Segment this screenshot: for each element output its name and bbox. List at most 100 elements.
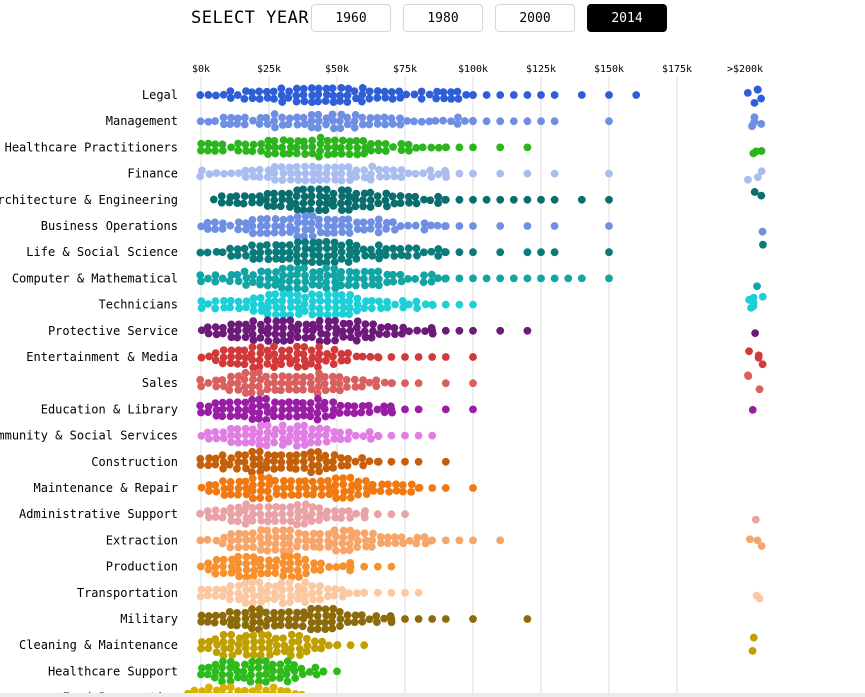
data-point bbox=[337, 169, 346, 178]
data-point bbox=[249, 116, 257, 125]
data-point bbox=[234, 405, 243, 414]
data-point bbox=[197, 382, 206, 391]
data-point bbox=[255, 356, 264, 365]
data-point bbox=[204, 513, 213, 522]
data-point bbox=[330, 428, 339, 436]
data-point bbox=[405, 300, 413, 309]
data-point bbox=[240, 120, 249, 129]
data-point bbox=[330, 539, 339, 548]
data-point bbox=[368, 162, 377, 171]
category-label: Maintenance & Repair bbox=[34, 481, 179, 495]
data-point bbox=[240, 94, 249, 103]
data-point bbox=[294, 491, 303, 499]
data-point bbox=[322, 264, 331, 272]
data-point bbox=[277, 379, 286, 387]
data-point bbox=[403, 251, 412, 260]
data-point bbox=[330, 222, 338, 231]
year-button-1980[interactable]: 1980 bbox=[403, 4, 483, 32]
year-button-2000[interactable]: 2000 bbox=[495, 4, 575, 32]
data-point bbox=[345, 310, 354, 319]
data-point bbox=[321, 451, 330, 460]
data-point-over-200k bbox=[755, 385, 764, 394]
data-point bbox=[405, 146, 413, 155]
data-point bbox=[227, 568, 236, 577]
data-point bbox=[270, 464, 278, 473]
data-point bbox=[249, 644, 258, 653]
data-point bbox=[271, 569, 280, 578]
data-point bbox=[226, 478, 235, 486]
data-point bbox=[323, 136, 332, 145]
data-point-over-200k bbox=[749, 298, 758, 307]
data-point bbox=[196, 454, 205, 463]
category-label: Production bbox=[106, 560, 178, 574]
data-point bbox=[374, 274, 383, 283]
data-point bbox=[241, 333, 250, 342]
data-point bbox=[298, 378, 307, 387]
data-point bbox=[219, 457, 228, 466]
data-point bbox=[300, 232, 308, 241]
data-point bbox=[226, 120, 234, 129]
data-point bbox=[367, 296, 376, 305]
data-point bbox=[310, 637, 319, 646]
data-point bbox=[241, 599, 250, 608]
data-point bbox=[331, 507, 339, 515]
data-point bbox=[315, 316, 324, 325]
data-point bbox=[387, 615, 396, 623]
data-point bbox=[219, 683, 228, 692]
data-point bbox=[331, 481, 340, 489]
data-point bbox=[204, 644, 213, 653]
horizontal-scrollbar[interactable] bbox=[0, 693, 865, 697]
data-point bbox=[375, 297, 383, 306]
data-point bbox=[337, 149, 346, 158]
data-point bbox=[338, 586, 347, 594]
data-point bbox=[337, 176, 346, 185]
data-point bbox=[469, 143, 477, 152]
data-point bbox=[315, 152, 323, 161]
year-button-1960[interactable]: 1960 bbox=[311, 4, 391, 32]
data-point bbox=[293, 566, 302, 575]
data-point bbox=[263, 487, 272, 496]
data-point bbox=[420, 219, 429, 228]
data-point bbox=[285, 398, 293, 407]
data-point bbox=[301, 530, 310, 539]
data-point bbox=[309, 251, 318, 260]
data-point bbox=[410, 90, 419, 99]
data-point bbox=[329, 405, 338, 414]
data-point bbox=[398, 296, 407, 305]
data-point bbox=[385, 487, 394, 496]
category-row bbox=[196, 162, 766, 185]
data-point bbox=[344, 186, 352, 195]
data-point bbox=[323, 297, 332, 306]
data-point bbox=[632, 91, 641, 99]
data-point bbox=[227, 326, 235, 335]
data-point bbox=[265, 638, 274, 647]
x-tick-label: >$200k bbox=[727, 64, 763, 75]
data-point bbox=[254, 663, 263, 672]
data-point bbox=[360, 562, 369, 571]
data-point bbox=[399, 303, 408, 312]
data-point bbox=[496, 117, 505, 126]
data-point bbox=[233, 326, 242, 335]
data-point bbox=[270, 363, 279, 372]
data-point bbox=[605, 91, 613, 99]
data-point bbox=[421, 327, 429, 336]
data-point bbox=[239, 667, 248, 676]
data-point bbox=[234, 529, 243, 538]
data-point bbox=[331, 278, 340, 286]
data-point bbox=[262, 686, 271, 695]
data-point bbox=[325, 483, 334, 492]
data-point bbox=[197, 431, 206, 440]
data-point bbox=[378, 480, 386, 489]
data-point bbox=[264, 136, 273, 145]
data-point bbox=[375, 248, 384, 257]
data-point bbox=[270, 196, 279, 205]
data-point bbox=[218, 140, 227, 149]
data-point bbox=[381, 147, 390, 155]
data-point bbox=[234, 484, 243, 493]
data-point bbox=[227, 143, 236, 152]
data-point bbox=[263, 526, 272, 535]
year-button-2014[interactable]: 2014 bbox=[587, 4, 667, 32]
data-point bbox=[411, 169, 420, 178]
data-point bbox=[330, 264, 339, 273]
data-point bbox=[316, 543, 324, 552]
